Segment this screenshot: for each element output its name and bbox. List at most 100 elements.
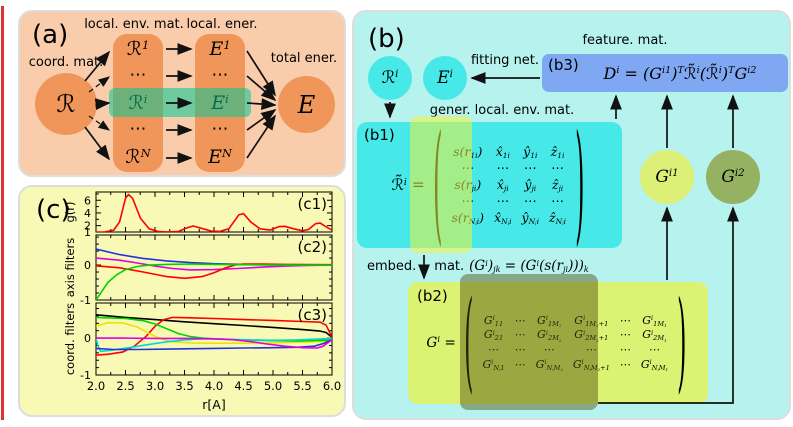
x-tick-label: 3.5 [175, 379, 193, 393]
feature-mat-label: feature. mat. [582, 33, 668, 48]
matrix-cell: ẑji [551, 176, 564, 194]
matrix-cell: Gi2M2+1 [574, 328, 609, 343]
Ei-circle: Ei [423, 56, 467, 100]
x-tick-label: 6.0 [323, 379, 341, 393]
env-item-N: ℛN [125, 145, 151, 168]
matrix-cell: GiNiM1 [640, 357, 669, 372]
Gi1-circle: Gi1 [640, 150, 694, 204]
panel-c-label: (c) [36, 195, 71, 225]
embed-word2: mat. [434, 258, 465, 274]
matrix-cell: s(r1i) [453, 144, 483, 161]
y-tick-label: 0 [84, 332, 91, 345]
matrix-cell: x̂ji [496, 176, 509, 194]
embed-mat-label: embed. mat. (Gi)jk = (Gi(s(rji)))k [367, 257, 589, 275]
x-tick-label: 3.0 [146, 379, 164, 393]
matrix-cell: ⋯ [524, 193, 537, 209]
matrix-cell: ⋯ [514, 328, 526, 342]
coord-mat-label: coord. mat. [28, 55, 104, 70]
matrix-cell: ⋯ [648, 343, 660, 356]
b1-matrix: ℛ̃i =(s(r1i) x̂1i ŷ1i ẑ1i ⋯ ⋯ ⋯ ⋯ s(rji) x̂ji ŷji ẑ… [391, 110, 585, 260]
y-tick-label: -1 [80, 294, 91, 307]
b2-tag: (b2) [417, 287, 448, 305]
matrix-cell: ⋯ [496, 160, 510, 176]
env-item-1: ℛ1 [126, 37, 150, 60]
y-tick-label: 1 [84, 226, 91, 239]
matrix-cell: GiNiM2+1 [572, 357, 610, 372]
series-filter-red [96, 263, 332, 280]
matrix-cell: ⋯ [488, 343, 500, 356]
env-mat-label: local. env. mat. [84, 17, 184, 32]
matrix-cell: ⋯ [496, 193, 510, 209]
ener-item-1: E1 [209, 37, 231, 60]
y-axis-title: axis filters [63, 238, 77, 297]
matrix-cell: Gi2M2 [537, 328, 562, 343]
matrix-cell: Gi2M1 [642, 328, 667, 343]
Gi2-symbol: Gi2 [721, 167, 745, 187]
matrix-cell: ⋯ [461, 160, 475, 176]
matrix-cell: ⋯ [619, 357, 631, 371]
Ri-symbol: ℛi [381, 68, 399, 88]
b2-matrix: Gi =(Gi11 ⋯ Gi1M2 Gi1M2+1 ⋯ Gi1M1 Gi21 ⋯ Gi2M2 Gi… [426, 280, 687, 406]
series-filter-cyan [96, 337, 332, 353]
matrix-cell: Gi21 [483, 328, 504, 343]
x-axis-title: r[A] [202, 397, 225, 412]
local-ener-label: local. ener. [186, 17, 258, 32]
panel-b: ℛi Ei (b3) Di = (Gi1)Tℛ̃i(ℛ̃i)TGi2 (b1) … [352, 10, 791, 420]
total-energy-symbol: E [297, 90, 316, 119]
red-edge-artifact-line [1, 6, 4, 420]
y-tick-label: 0 [84, 259, 91, 272]
series-filter-red [96, 316, 332, 356]
y-tick-label: -1 [80, 369, 91, 382]
Gi1-symbol: Gi1 [655, 167, 679, 187]
matrix-cell: ŷji [524, 176, 537, 194]
matrix-cell: x̂1i [495, 144, 510, 161]
total-ener-label: total ener. [270, 51, 338, 66]
matrix-cell: ŷNii [521, 209, 540, 228]
matrix-cell: ⋯ [551, 160, 564, 176]
env-item-i: ℛi [128, 91, 148, 114]
matrix-cell: s(rji) [454, 176, 482, 194]
y-tick-label: 6 [84, 194, 91, 207]
series-filter-yellow [96, 321, 332, 344]
b3-feature-matrix-box: (b3) Di = (Gi1)Tℛ̃i(ℛ̃i)TGi2 [542, 54, 788, 92]
matrix-cell: ⋯ [619, 343, 631, 356]
matrix-cell: Gi1M2 [537, 313, 562, 328]
matrix-cell: s(rNii) [451, 209, 485, 228]
matrix-cell: GiNiM2 [535, 357, 563, 372]
embed-equation: (Gi)jk = (Gi(s(rji)))k [469, 257, 589, 275]
panel-c: 6 4 2 1 g(r) (c1) 0 -1 axis filters (c2) 0 -1 coord.… [18, 185, 346, 417]
panel-b-label: (b) [368, 24, 405, 54]
b3-tag: (b3) [548, 56, 579, 74]
series-g-of-r [96, 193, 332, 232]
matrix-cell: ŷ1i [523, 144, 538, 161]
ener-item-N: EN [208, 145, 232, 168]
x-tick-label: 2.0 [87, 379, 105, 393]
y-axis-title: coord. filters [63, 303, 77, 375]
matrix-cell: ẑ1i [550, 144, 565, 161]
matrix-cell: Gi1M1 [642, 313, 667, 328]
series-filter-green [96, 263, 332, 300]
matrix-cell: ⋯ [551, 193, 564, 209]
env-item-dots: ⋯ [129, 65, 147, 85]
fitting-net-label: fitting net. [470, 53, 540, 68]
x-tick-label: 4.0 [205, 379, 223, 393]
Ri-circle: ℛi [368, 56, 412, 100]
b1-tag: (b1) [364, 126, 395, 144]
series-filter-blue [96, 248, 332, 266]
embed-word1: embed. [367, 258, 417, 274]
matrix-cell: ⋯ [461, 193, 475, 209]
Ei-symbol: Ei [437, 68, 453, 88]
matrix-cell: ⋯ [543, 343, 555, 356]
env-item-dots2: ⋯ [129, 119, 147, 139]
total-energy-circle: E [278, 76, 335, 133]
gener-env-mat-label: gener. local. env. mat. [429, 103, 575, 118]
x-tick-label: 2.5 [116, 379, 134, 393]
matrix-cell: ⋯ [619, 313, 631, 327]
matrix-cell: ⋯ [524, 160, 537, 176]
matrix-cell: GiNi1 [482, 357, 505, 372]
series-filter-green [96, 316, 332, 342]
